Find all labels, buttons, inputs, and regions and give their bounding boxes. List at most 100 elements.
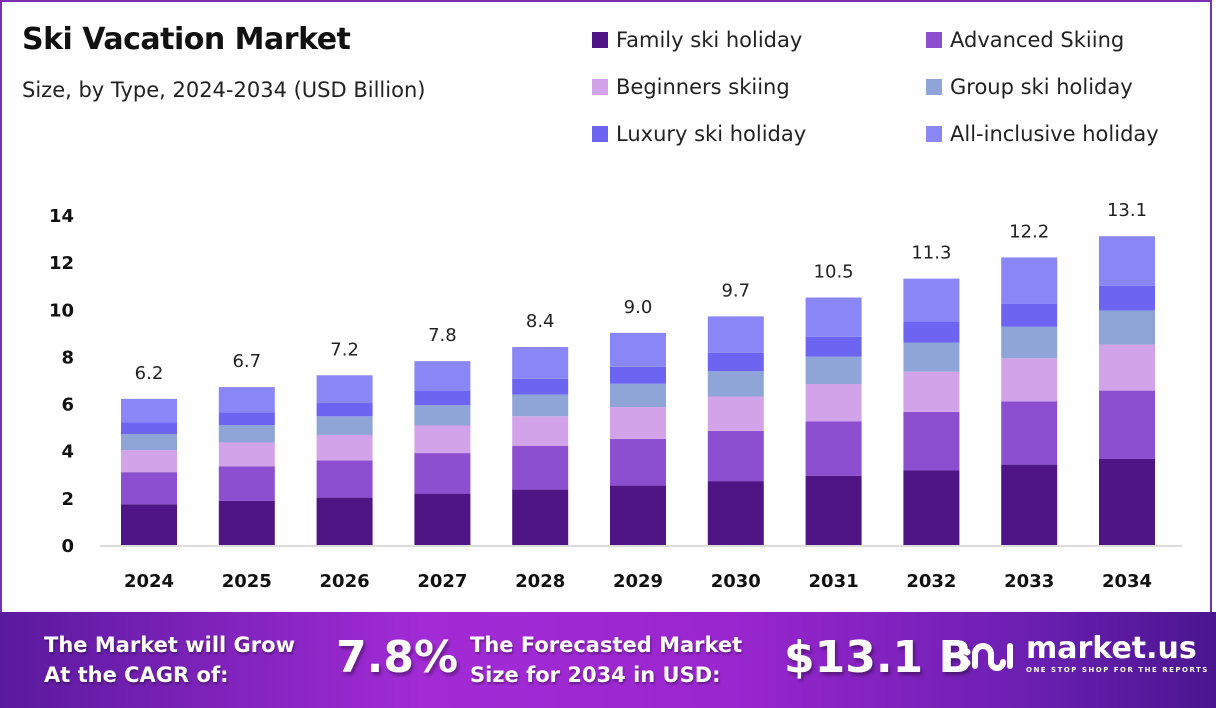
legend-item-advanced: Advanced Skiing	[926, 28, 1124, 52]
bar-segment-luxury-ski-holiday	[1099, 285, 1155, 311]
x-tick-label: 2025	[222, 571, 272, 592]
total-data-label: 9.0	[624, 297, 653, 318]
bar-segment-group-ski-holiday	[121, 434, 177, 451]
legend-item-luxury: Luxury ski holiday	[592, 122, 806, 146]
bar-segment-group-ski-holiday	[610, 383, 666, 408]
bar-segment-all-inclusive-holiday	[1099, 236, 1155, 286]
bar-segment-advanced-skiing	[1099, 390, 1155, 459]
total-data-label: 10.5	[814, 262, 854, 283]
bar-segment-group-ski-holiday	[707, 371, 764, 397]
total-data-label: 7.2	[330, 339, 359, 360]
bar-stack-2028	[512, 347, 569, 545]
bar-segment-luxury-ski-holiday	[610, 366, 666, 384]
bar-segment-beginners-skiing	[903, 371, 960, 412]
forecast-label-line1: The Forecasted Market	[470, 633, 743, 657]
legend-swatch-icon	[926, 126, 942, 142]
bar-segment-group-ski-holiday	[903, 342, 960, 372]
bar-segment-advanced-skiing	[903, 411, 960, 471]
legend-swatch-icon	[592, 32, 608, 48]
logo-name: market.us	[1026, 631, 1197, 666]
x-tick-label: 2032	[906, 571, 956, 592]
legend-swatch-icon	[592, 79, 608, 95]
bar-segment-family-ski-holiday	[903, 470, 960, 545]
y-tick-label: 8	[61, 347, 74, 368]
bar-segment-family-ski-holiday	[610, 485, 666, 545]
bar-segment-advanced-skiing	[218, 466, 275, 501]
bar-segment-group-ski-holiday	[805, 356, 862, 385]
bar-segment-advanced-skiing	[121, 472, 177, 505]
summary-banner: The Market will Grow At the CAGR of: 7.8…	[0, 612, 1216, 708]
bar-segment-luxury-ski-holiday	[316, 402, 373, 417]
bar-stack-2033	[1001, 257, 1058, 545]
bar-segment-beginners-skiing	[218, 442, 275, 467]
chart-title: Ski Vacation Market	[22, 22, 351, 57]
legend-item-group: Group ski holiday	[926, 75, 1133, 99]
legend-item-all-inclusive: All-inclusive holiday	[926, 122, 1159, 146]
x-axis: 2024 2025 2026 2027 2028 2029 2030 2031 2032 2033…	[124, 571, 1152, 592]
x-tick-label: 2027	[417, 571, 467, 592]
bar-segment-luxury-ski-holiday	[805, 336, 862, 357]
bar-segment-group-ski-holiday	[218, 425, 275, 443]
y-tick-label: 4	[61, 442, 74, 463]
bar-segment-group-ski-holiday	[1099, 310, 1155, 345]
bar-segment-group-ski-holiday	[512, 394, 569, 417]
legend-label: All-inclusive holiday	[950, 122, 1159, 146]
bar-segment-beginners-skiing	[1001, 358, 1058, 402]
x-tick-label: 2031	[809, 571, 859, 592]
bar-segment-beginners-skiing	[121, 450, 177, 473]
bar-segment-beginners-skiing	[316, 434, 373, 461]
bar-segment-advanced-skiing	[707, 430, 764, 482]
forecast-label-line2: Size for 2034 in USD:	[470, 663, 721, 687]
legend-label: Advanced Skiing	[950, 28, 1125, 52]
bar-segment-group-ski-holiday	[1001, 326, 1058, 359]
bar-segment-family-ski-holiday	[1099, 458, 1155, 545]
bar-segment-all-inclusive-holiday	[512, 347, 569, 379]
bar-segment-beginners-skiing	[805, 384, 862, 422]
total-data-label: 7.8	[428, 325, 457, 346]
bar-stack-2031	[805, 297, 862, 545]
legend-label: Group ski holiday	[950, 75, 1133, 99]
bar-segment-family-ski-holiday	[414, 493, 471, 545]
x-tick-label: 2024	[124, 571, 174, 592]
bar-segment-luxury-ski-holiday	[218, 412, 275, 426]
bar-segment-advanced-skiing	[610, 438, 666, 486]
total-data-label: 6.7	[232, 351, 261, 372]
bar-segment-luxury-ski-holiday	[903, 321, 960, 343]
total-data-label: 13.1	[1107, 200, 1147, 221]
x-tick-label: 2028	[515, 571, 565, 592]
cagr-label-line2: At the CAGR of:	[44, 663, 229, 687]
bar-segment-family-ski-holiday	[1001, 464, 1058, 545]
x-tick-label: 2030	[711, 571, 761, 592]
bar-segment-group-ski-holiday	[414, 405, 471, 426]
bar-segment-advanced-skiing	[414, 453, 471, 494]
bar-segment-beginners-skiing	[1099, 344, 1155, 391]
bar-segment-all-inclusive-holiday	[121, 398, 177, 423]
bar-segment-advanced-skiing	[512, 446, 569, 490]
legend-item-family: Family ski holiday	[592, 28, 802, 52]
bar-segment-all-inclusive-holiday	[218, 387, 275, 413]
bar-segment-family-ski-holiday	[218, 500, 275, 545]
cagr-label: The Market will Grow At the CAGR of:	[44, 630, 295, 690]
bar-stack-2029	[610, 332, 666, 545]
market-us-logo-icon	[963, 643, 1013, 671]
x-tick-label: 2034	[1102, 571, 1152, 592]
legend-item-beginners: Beginners skiing	[592, 75, 790, 99]
bar-segment-all-inclusive-holiday	[316, 375, 373, 403]
bar-segment-advanced-skiing	[805, 421, 862, 476]
y-tick-label: 6	[61, 395, 74, 416]
bar-segment-family-ski-holiday	[316, 497, 373, 545]
bar-segment-all-inclusive-holiday	[610, 332, 666, 367]
bars	[121, 236, 1155, 545]
bar-segment-beginners-skiing	[512, 416, 569, 446]
bar-stack-2032	[903, 278, 960, 545]
forecast-value: $13.1 B	[784, 632, 973, 683]
y-tick-label: 2	[61, 489, 74, 510]
legend-label: Family ski holiday	[616, 28, 803, 52]
bar-segment-luxury-ski-holiday	[512, 378, 569, 395]
legend-label: Luxury ski holiday	[616, 122, 807, 146]
forecast-label: The Forecasted Market Size for 2034 in U…	[470, 630, 742, 690]
bar-segment-all-inclusive-holiday	[1001, 257, 1058, 304]
bar-segment-all-inclusive-holiday	[903, 278, 960, 322]
legend-swatch-icon	[926, 32, 942, 48]
